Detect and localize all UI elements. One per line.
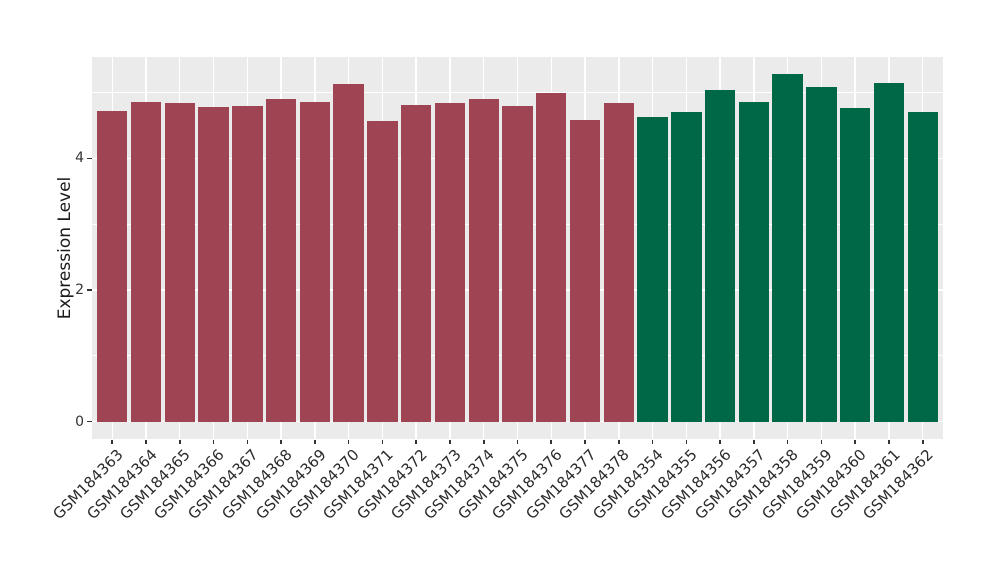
- bar: [840, 108, 871, 422]
- x-axis-tick: [145, 439, 147, 444]
- y-tick-label: 0: [75, 413, 84, 430]
- bar: [873, 83, 905, 422]
- x-axis-tick: [719, 439, 721, 444]
- x-axis-tick: [651, 439, 654, 444]
- x-axis-tick: [685, 439, 688, 444]
- x-axis-tick: [584, 439, 586, 444]
- y-axis-title: Expression Level: [55, 176, 75, 320]
- y-tick-label: 2: [75, 282, 84, 298]
- x-axis-tick: [381, 439, 384, 444]
- y-axis-tick: [87, 289, 92, 291]
- x-axis-tick: [618, 439, 620, 444]
- bar: [806, 86, 837, 422]
- bar: [536, 93, 567, 422]
- bar: [671, 111, 702, 422]
- bar: [907, 112, 938, 422]
- bar: [434, 102, 466, 422]
- bar: [265, 99, 297, 422]
- x-axis-tick: [347, 439, 350, 444]
- x-axis-tick: [820, 439, 823, 444]
- bar: [738, 101, 770, 422]
- x-axis-tick: [246, 439, 249, 444]
- x-axis-tick: [111, 439, 114, 444]
- x-axis-tick: [179, 439, 181, 444]
- bar: [333, 83, 364, 422]
- bar: [130, 102, 162, 422]
- bar: [502, 105, 533, 422]
- bar: [637, 117, 668, 422]
- x-axis-tick: [786, 439, 789, 444]
- x-axis-tick: [212, 439, 215, 444]
- bar: [97, 110, 128, 422]
- x-axis-tick: [280, 439, 282, 444]
- plot-panel: [92, 57, 943, 439]
- bar: [198, 106, 229, 422]
- x-axis-tick: [550, 439, 553, 444]
- x-axis-tick: [482, 439, 485, 444]
- y-tick-label: 4: [75, 150, 84, 167]
- y-axis-tick: [87, 157, 92, 160]
- bar: [603, 102, 634, 422]
- bar: [772, 74, 803, 422]
- x-axis-tick: [921, 439, 924, 444]
- bar: [569, 120, 601, 422]
- bar: [468, 99, 499, 422]
- bar: [704, 90, 736, 422]
- bar: [299, 101, 331, 422]
- bar: [400, 104, 432, 422]
- x-axis-tick: [516, 439, 519, 444]
- x-axis-tick: [314, 439, 316, 444]
- bar: [232, 105, 263, 422]
- x-axis-tick: [753, 439, 755, 444]
- bar: [164, 102, 195, 422]
- x-axis-tick: [854, 439, 856, 444]
- y-axis-tick: [87, 420, 92, 423]
- bar: [367, 120, 398, 422]
- x-axis-tick: [415, 439, 417, 444]
- x-axis-tick: [449, 439, 451, 444]
- x-axis-tick: [888, 439, 890, 444]
